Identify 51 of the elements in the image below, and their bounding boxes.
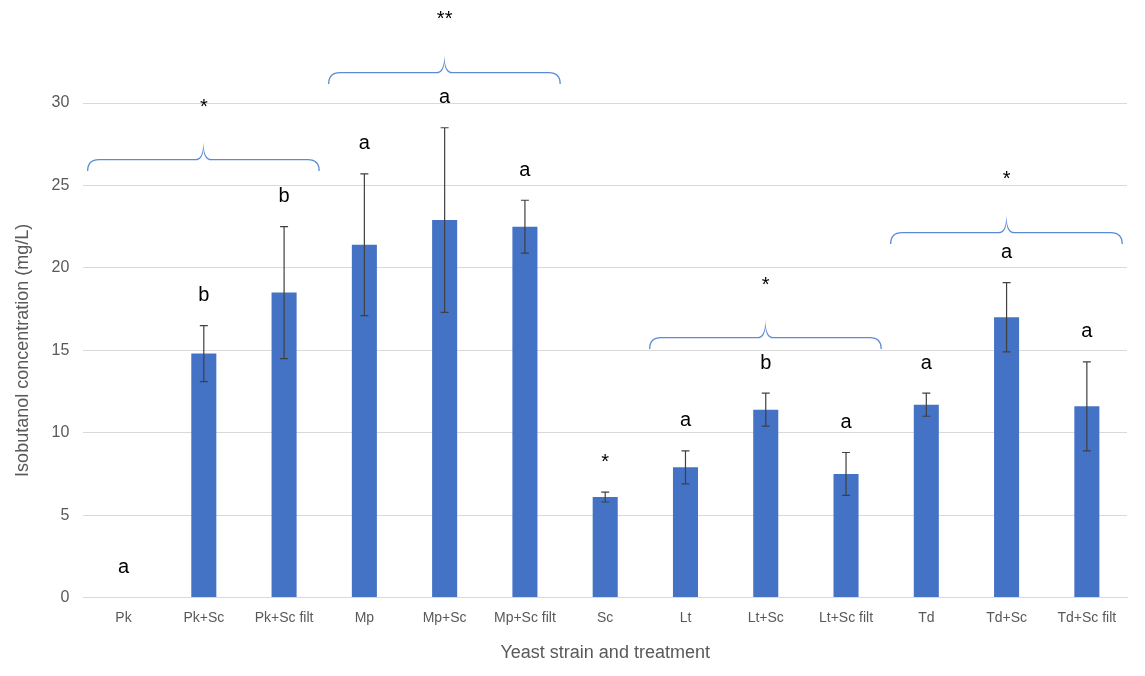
x-axis-title: Yeast strain and treatment — [500, 642, 710, 663]
text: ** — [436, 7, 453, 30]
x-tick-label: Pk — [115, 608, 133, 625]
y-tick-label: 30 — [51, 93, 70, 111]
x-tick-label: Mp+Sc — [422, 608, 467, 625]
annotation: * — [199, 94, 208, 117]
x-tick-label: Sc — [597, 608, 614, 625]
annotation: * — [1002, 167, 1011, 190]
x-tick-label: Mp+Sc filt — [493, 608, 556, 625]
bar — [191, 353, 217, 598]
y-tick-label: 25 — [51, 175, 70, 193]
annotation: a — [117, 555, 130, 578]
x-tick-label: Pk+Sc — [183, 608, 225, 625]
y-tick-label: 0 — [60, 588, 70, 606]
annotation: a — [519, 157, 532, 180]
x-tick-label: Td+Sc — [986, 608, 1028, 625]
x-tick-label: Td — [918, 608, 935, 625]
x-tick-label: Lt — [679, 608, 692, 625]
annotation: a — [1081, 319, 1094, 342]
annotation: b — [760, 350, 772, 373]
annotation: a — [358, 131, 371, 154]
y-tick-label: 15 — [51, 340, 70, 358]
annotation: b — [198, 283, 210, 306]
y-axis-title: Isobutanol concentration (mg/L) — [11, 223, 32, 477]
y-tick-label: 5 — [60, 505, 70, 523]
x-tick-label: Mp — [354, 608, 375, 625]
x-tick-label: Lt+Sc — [747, 608, 784, 625]
annotation: b — [278, 184, 290, 207]
bar — [432, 220, 458, 598]
annotation: a — [439, 85, 452, 108]
y-tick-label: 20 — [51, 258, 70, 276]
x-tick-label: Lt+Sc filt — [818, 608, 874, 625]
bar — [833, 473, 859, 598]
annotation: a — [920, 350, 933, 373]
x-tick-label: Pk+Sc filt — [254, 608, 314, 625]
annotation: a — [679, 408, 692, 431]
bar — [753, 409, 779, 598]
bar — [512, 226, 538, 598]
bar — [1074, 406, 1100, 598]
bar — [672, 467, 698, 598]
x-tick-label: Td+Sc filt — [1057, 608, 1117, 625]
bar — [351, 244, 377, 598]
annotation: * — [761, 272, 770, 295]
bar — [994, 317, 1020, 598]
annotation: * — [601, 449, 610, 472]
y-tick-label: 10 — [51, 423, 70, 441]
annotation: a — [840, 410, 853, 433]
bar — [271, 292, 297, 598]
bar — [592, 497, 618, 598]
bar — [913, 404, 939, 598]
annotation: a — [1001, 240, 1014, 263]
